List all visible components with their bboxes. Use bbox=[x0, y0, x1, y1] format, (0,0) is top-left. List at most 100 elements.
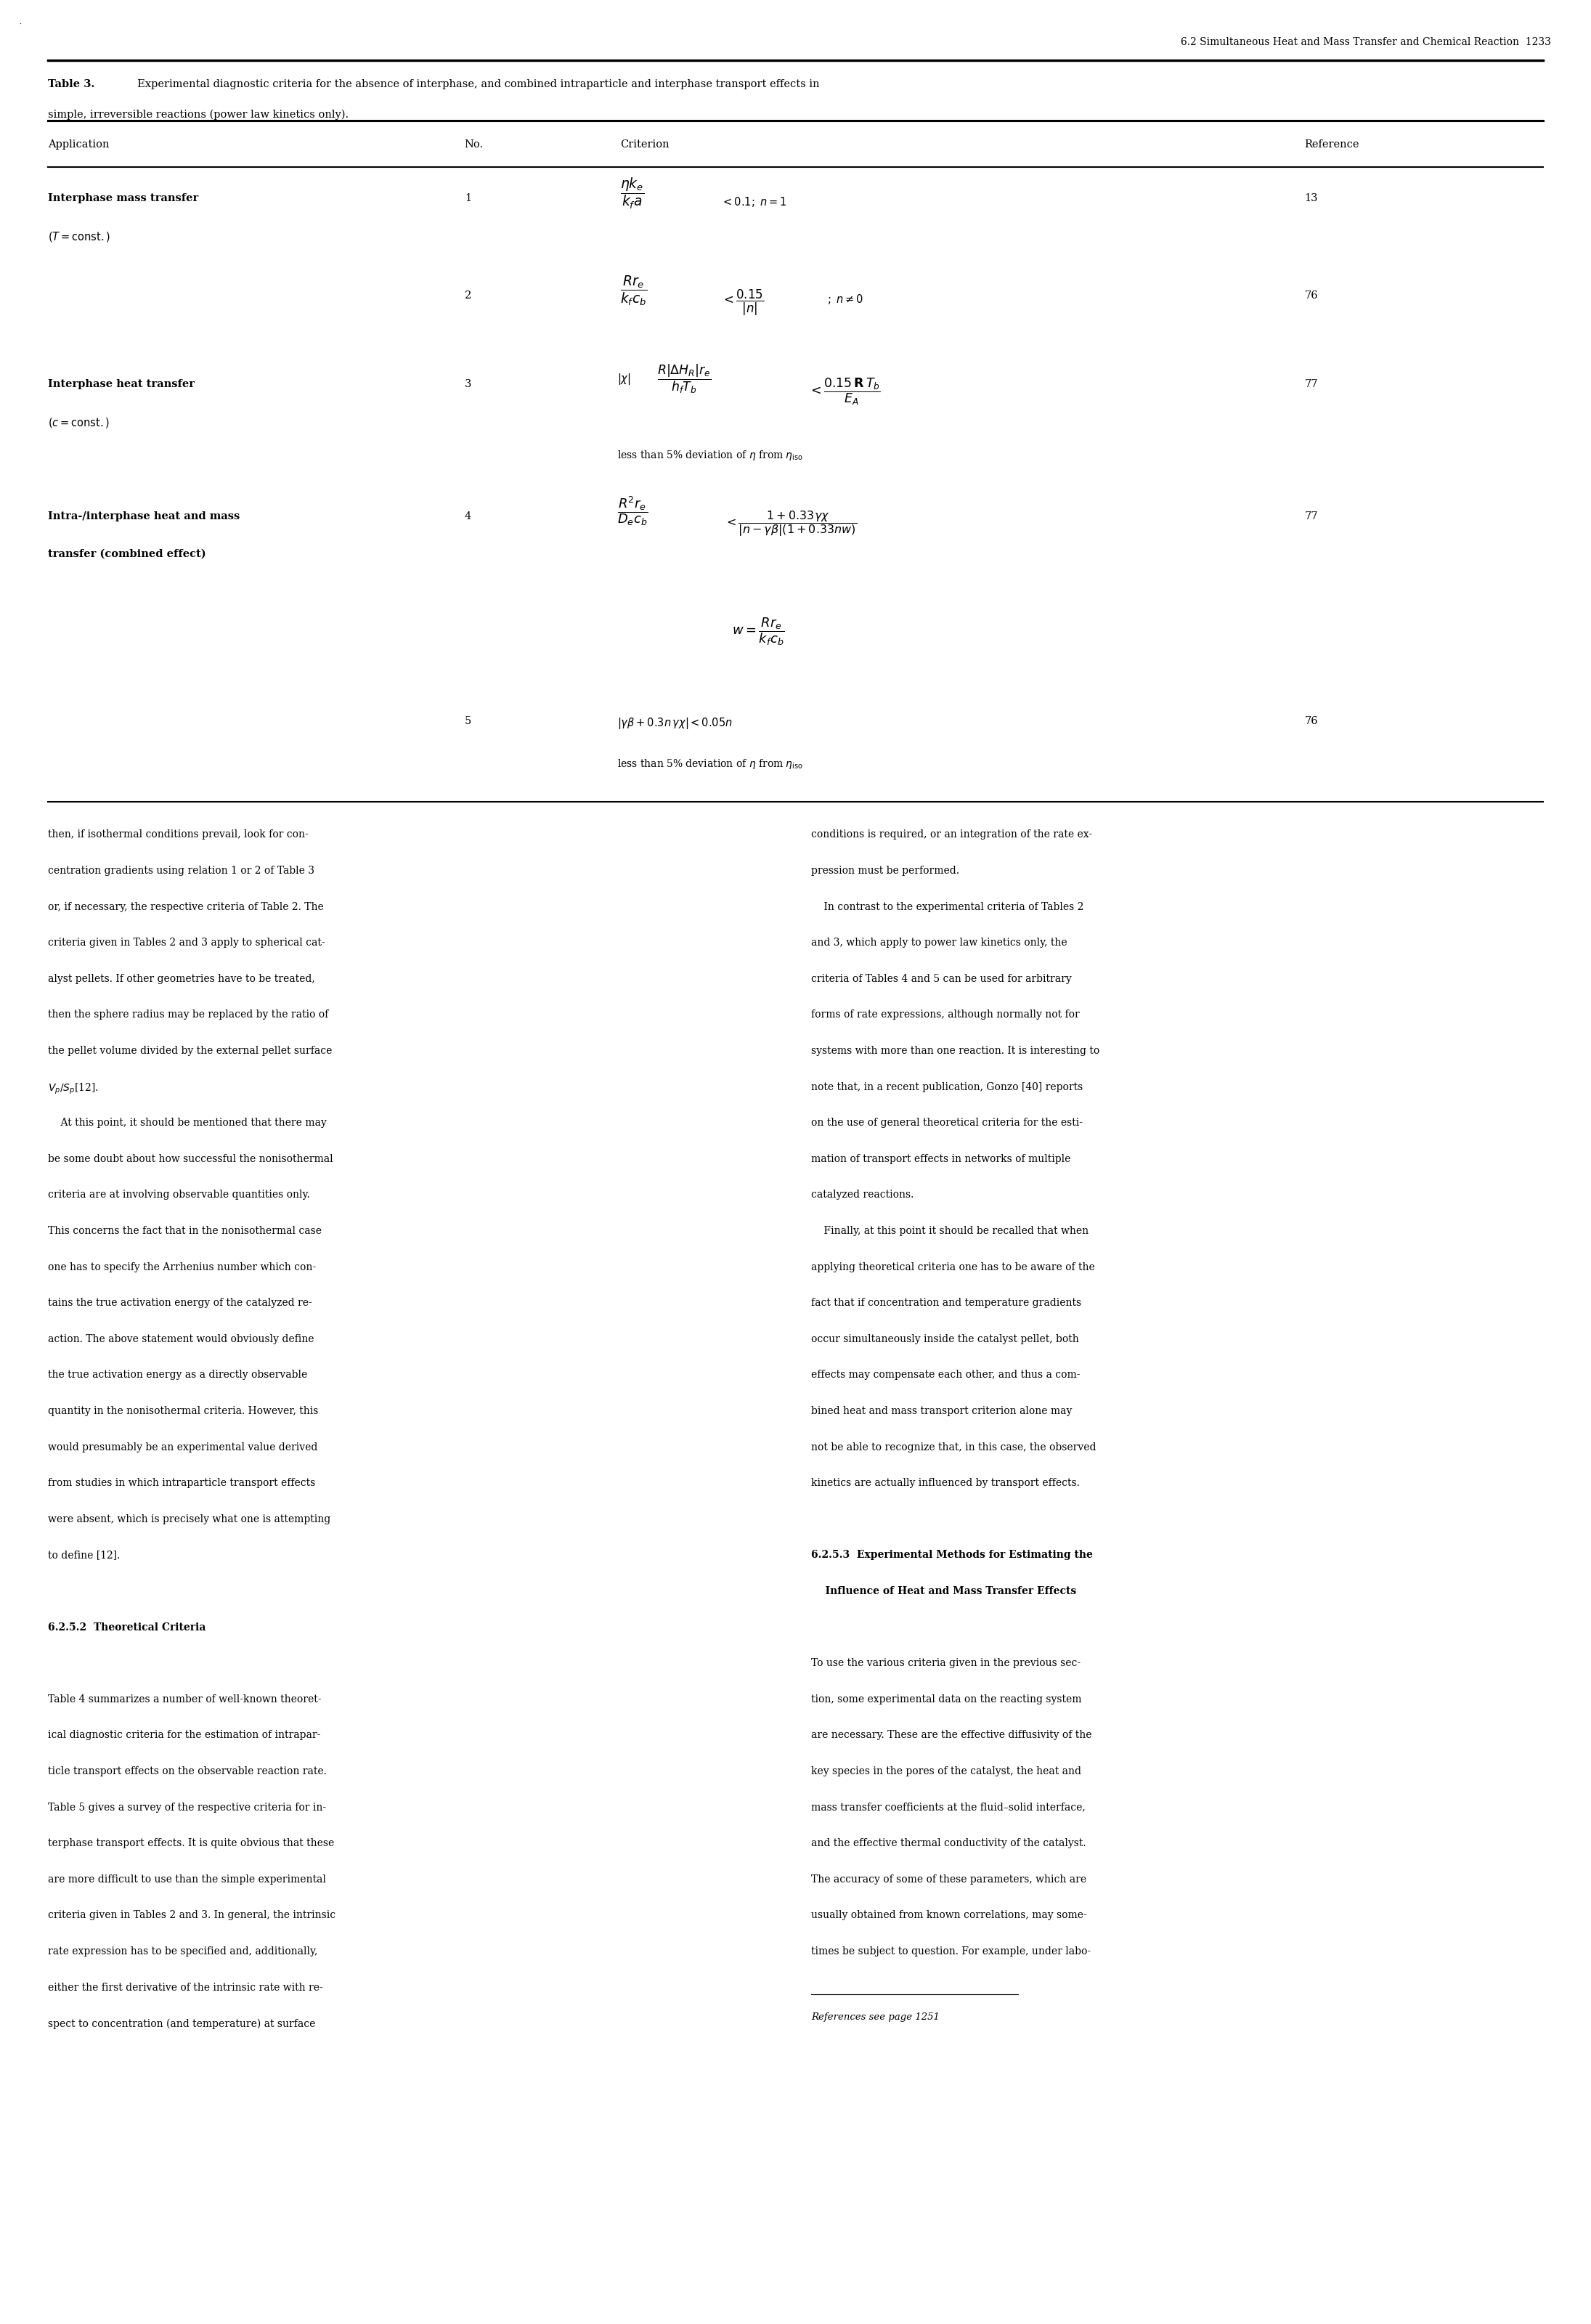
Text: criteria of Tables 4 and 5 can be used for arbitrary: criteria of Tables 4 and 5 can be used f… bbox=[811, 974, 1072, 983]
Text: $V_p/S_p$[12].: $V_p/S_p$[12]. bbox=[48, 1083, 99, 1097]
Text: The accuracy of some of these parameters, which are: The accuracy of some of these parameters… bbox=[811, 1873, 1087, 1885]
Text: Table 4 summarizes a number of well-known theoret-: Table 4 summarizes a number of well-know… bbox=[48, 1694, 321, 1703]
Text: the true activation energy as a directly observable: the true activation energy as a directly… bbox=[48, 1369, 307, 1380]
Text: In contrast to the experimental criteria of Tables 2: In contrast to the experimental criteria… bbox=[811, 902, 1083, 911]
Text: 2: 2 bbox=[465, 290, 471, 300]
Text: Application: Application bbox=[48, 139, 110, 149]
Text: Influence of Heat and Mass Transfer Effects: Influence of Heat and Mass Transfer Effe… bbox=[811, 1585, 1077, 1597]
Text: Reference: Reference bbox=[1305, 139, 1359, 149]
Text: applying theoretical criteria one has to be aware of the: applying theoretical criteria one has to… bbox=[811, 1262, 1095, 1271]
Text: $\dfrac{Rr_e}{k_f c_b}$: $\dfrac{Rr_e}{k_f c_b}$ bbox=[620, 274, 648, 307]
Text: alyst pellets. If other geometries have to be treated,: alyst pellets. If other geometries have … bbox=[48, 974, 315, 983]
Text: then the sphere radius may be replaced by the ratio of: then the sphere radius may be replaced b… bbox=[48, 1009, 328, 1020]
Text: $|\chi|$: $|\chi|$ bbox=[617, 372, 632, 386]
Text: and the effective thermal conductivity of the catalyst.: and the effective thermal conductivity o… bbox=[811, 1838, 1087, 1848]
Text: less than 5% deviation of $\eta$ from $\eta_{\rm iso}$: less than 5% deviation of $\eta$ from $\… bbox=[617, 449, 803, 462]
Text: effects may compensate each other, and thus a com-: effects may compensate each other, and t… bbox=[811, 1369, 1080, 1380]
Text: simple, irreversible reactions (power law kinetics only).: simple, irreversible reactions (power la… bbox=[48, 109, 348, 119]
Text: occur simultaneously inside the catalyst pellet, both: occur simultaneously inside the catalyst… bbox=[811, 1334, 1079, 1343]
Text: are more difficult to use than the simple experimental: are more difficult to use than the simpl… bbox=[48, 1873, 326, 1885]
Text: 77: 77 bbox=[1305, 379, 1317, 388]
Text: bined heat and mass transport criterion alone may: bined heat and mass transport criterion … bbox=[811, 1406, 1072, 1415]
Text: and 3, which apply to power law kinetics only, the: and 3, which apply to power law kinetics… bbox=[811, 937, 1068, 948]
Text: or, if necessary, the respective criteria of Table 2. The: or, if necessary, the respective criteri… bbox=[48, 902, 323, 911]
Text: Table 5 gives a survey of the respective criteria for in-: Table 5 gives a survey of the respective… bbox=[48, 1803, 326, 1813]
Text: spect to concentration (and temperature) at surface: spect to concentration (and temperature)… bbox=[48, 2017, 315, 2029]
Text: criteria given in Tables 2 and 3. In general, the intrinsic: criteria given in Tables 2 and 3. In gen… bbox=[48, 1910, 336, 1920]
Text: one has to specify the Arrhenius number which con-: one has to specify the Arrhenius number … bbox=[48, 1262, 315, 1271]
Text: mass transfer coefficients at the fluid–solid interface,: mass transfer coefficients at the fluid–… bbox=[811, 1803, 1085, 1813]
Text: key species in the pores of the catalyst, the heat and: key species in the pores of the catalyst… bbox=[811, 1766, 1082, 1776]
Text: To use the various criteria given in the previous sec-: To use the various criteria given in the… bbox=[811, 1659, 1080, 1669]
Text: 5: 5 bbox=[465, 716, 471, 725]
Text: $< \dfrac{1 + 0.33\gamma\chi}{|n - \gamma\beta|(1 + 0.33nw)}$: $< \dfrac{1 + 0.33\gamma\chi}{|n - \gamm… bbox=[724, 509, 858, 537]
Text: 6.2.5.2  Theoretical Criteria: 6.2.5.2 Theoretical Criteria bbox=[48, 1622, 205, 1631]
Text: forms of rate expressions, although normally not for: forms of rate expressions, although norm… bbox=[811, 1009, 1080, 1020]
Text: Finally, at this point it should be recalled that when: Finally, at this point it should be reca… bbox=[811, 1227, 1088, 1236]
Text: $|\gamma\beta + 0.3n\,\gamma\chi| < 0.05n$: $|\gamma\beta + 0.3n\,\gamma\chi| < 0.05… bbox=[617, 716, 732, 730]
Text: $(c = \mathrm{const.})$: $(c = \mathrm{const.})$ bbox=[48, 416, 110, 430]
Text: quantity in the nonisothermal criteria. However, this: quantity in the nonisothermal criteria. … bbox=[48, 1406, 318, 1415]
Text: tains the true activation energy of the catalyzed re-: tains the true activation energy of the … bbox=[48, 1297, 312, 1308]
Text: 6.2.5.3  Experimental Methods for Estimating the: 6.2.5.3 Experimental Methods for Estimat… bbox=[811, 1550, 1093, 1559]
Text: $< \dfrac{0.15\,\mathbf{R}\,T_b}{E_A}$: $< \dfrac{0.15\,\mathbf{R}\,T_b}{E_A}$ bbox=[808, 376, 881, 407]
Text: systems with more than one reaction. It is interesting to: systems with more than one reaction. It … bbox=[811, 1046, 1099, 1055]
Text: $\dfrac{\eta k_e}{k_f a}$: $\dfrac{\eta k_e}{k_f a}$ bbox=[620, 177, 644, 211]
Text: criteria are at involving observable quantities only.: criteria are at involving observable qua… bbox=[48, 1190, 310, 1199]
Text: 76: 76 bbox=[1305, 290, 1319, 300]
Text: 1: 1 bbox=[465, 193, 471, 202]
Text: usually obtained from known correlations, may some-: usually obtained from known correlations… bbox=[811, 1910, 1087, 1920]
Text: $\dfrac{R|\Delta H_R|r_e}{h_f T_b}$: $\dfrac{R|\Delta H_R|r_e}{h_f T_b}$ bbox=[657, 363, 711, 395]
Text: conditions is required, or an integration of the rate ex-: conditions is required, or an integratio… bbox=[811, 830, 1093, 839]
Text: 77: 77 bbox=[1305, 511, 1317, 521]
Text: the pellet volume divided by the external pellet surface: the pellet volume divided by the externa… bbox=[48, 1046, 333, 1055]
Text: 3: 3 bbox=[465, 379, 471, 388]
Text: centration gradients using relation 1 or 2 of Table 3: centration gradients using relation 1 or… bbox=[48, 865, 315, 876]
Text: 13: 13 bbox=[1305, 193, 1317, 202]
Text: Interphase mass transfer: Interphase mass transfer bbox=[48, 193, 199, 202]
Text: from studies in which intraparticle transport effects: from studies in which intraparticle tran… bbox=[48, 1478, 315, 1487]
Text: fact that if concentration and temperature gradients: fact that if concentration and temperatu… bbox=[811, 1297, 1082, 1308]
Text: then, if isothermal conditions prevail, look for con-: then, if isothermal conditions prevail, … bbox=[48, 830, 309, 839]
Text: terphase transport effects. It is quite obvious that these: terphase transport effects. It is quite … bbox=[48, 1838, 334, 1848]
Text: $< 0.1;\ n = 1$: $< 0.1;\ n = 1$ bbox=[721, 195, 786, 209]
Text: $;\ n \neq 0$: $;\ n \neq 0$ bbox=[827, 293, 864, 307]
Text: criteria given in Tables 2 and 3 apply to spherical cat-: criteria given in Tables 2 and 3 apply t… bbox=[48, 937, 325, 948]
Text: pression must be performed.: pression must be performed. bbox=[811, 865, 959, 876]
Text: note that, in a recent publication, Gonzo [40] reports: note that, in a recent publication, Gonz… bbox=[811, 1083, 1083, 1092]
Text: Intra-/interphase heat and mass: Intra-/interphase heat and mass bbox=[48, 511, 240, 521]
Text: be some doubt about how successful the nonisothermal: be some doubt about how successful the n… bbox=[48, 1153, 333, 1164]
Text: less than 5% deviation of $\eta$ from $\eta_{\rm iso}$: less than 5% deviation of $\eta$ from $\… bbox=[617, 758, 803, 772]
Text: action. The above statement would obviously define: action. The above statement would obviou… bbox=[48, 1334, 313, 1343]
Text: 4: 4 bbox=[465, 511, 471, 521]
Text: $w = \dfrac{Rr_e}{k_f c_b}$: $w = \dfrac{Rr_e}{k_f c_b}$ bbox=[732, 616, 784, 646]
Text: transfer (combined effect): transfer (combined effect) bbox=[48, 548, 205, 558]
Text: ticle transport effects on the observable reaction rate.: ticle transport effects on the observabl… bbox=[48, 1766, 326, 1776]
Text: References see page 1251: References see page 1251 bbox=[811, 2013, 940, 2022]
Text: catalyzed reactions.: catalyzed reactions. bbox=[811, 1190, 915, 1199]
Text: Interphase heat transfer: Interphase heat transfer bbox=[48, 379, 194, 388]
Text: Experimental diagnostic criteria for the absence of interphase, and combined int: Experimental diagnostic criteria for the… bbox=[130, 79, 819, 88]
Text: ·: · bbox=[19, 21, 21, 28]
Text: $(T = \mathrm{const.})$: $(T = \mathrm{const.})$ bbox=[48, 230, 110, 244]
Text: 76: 76 bbox=[1305, 716, 1319, 725]
Text: not be able to recognize that, in this case, the observed: not be able to recognize that, in this c… bbox=[811, 1441, 1096, 1452]
Text: to define [12].: to define [12]. bbox=[48, 1550, 119, 1559]
Text: tion, some experimental data on the reacting system: tion, some experimental data on the reac… bbox=[811, 1694, 1082, 1703]
Text: kinetics are actually influenced by transport effects.: kinetics are actually influenced by tran… bbox=[811, 1478, 1080, 1487]
Text: are necessary. These are the effective diffusivity of the: are necessary. These are the effective d… bbox=[811, 1729, 1091, 1741]
Text: would presumably be an experimental value derived: would presumably be an experimental valu… bbox=[48, 1441, 318, 1452]
Text: At this point, it should be mentioned that there may: At this point, it should be mentioned th… bbox=[48, 1118, 326, 1127]
Text: either the first derivative of the intrinsic rate with re-: either the first derivative of the intri… bbox=[48, 1982, 323, 1992]
Text: This concerns the fact that in the nonisothermal case: This concerns the fact that in the nonis… bbox=[48, 1227, 321, 1236]
Text: times be subject to question. For example, under labo-: times be subject to question. For exampl… bbox=[811, 1945, 1091, 1957]
Text: $\dfrac{R^2 r_e}{D_e c_b}$: $\dfrac{R^2 r_e}{D_e c_b}$ bbox=[617, 495, 648, 528]
Text: on the use of general theoretical criteria for the esti-: on the use of general theoretical criter… bbox=[811, 1118, 1083, 1127]
Text: rate expression has to be specified and, additionally,: rate expression has to be specified and,… bbox=[48, 1945, 318, 1957]
Text: were absent, which is precisely what one is attempting: were absent, which is precisely what one… bbox=[48, 1515, 331, 1525]
Text: ical diagnostic criteria for the estimation of intrapar-: ical diagnostic criteria for the estimat… bbox=[48, 1729, 320, 1741]
Text: 6.2 Simultaneous Heat and Mass Transfer and Chemical Reaction  1233: 6.2 Simultaneous Heat and Mass Transfer … bbox=[1181, 37, 1551, 46]
Text: mation of transport effects in networks of multiple: mation of transport effects in networks … bbox=[811, 1153, 1071, 1164]
Text: Table 3.: Table 3. bbox=[48, 79, 94, 88]
Text: No.: No. bbox=[465, 139, 484, 149]
